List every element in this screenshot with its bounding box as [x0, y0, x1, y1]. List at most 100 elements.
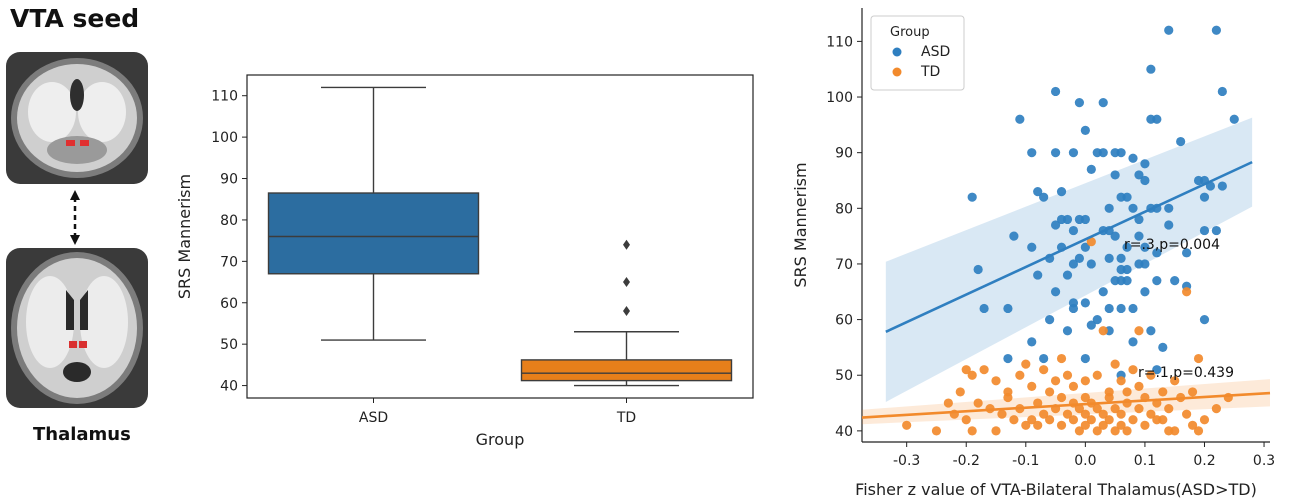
scatter-point-td — [1134, 326, 1144, 336]
scatter-point-asd — [1158, 342, 1168, 353]
legend-label-asd: ASD — [921, 44, 950, 60]
y-tick-label: 110 — [211, 89, 238, 105]
scatter-point-asd — [1086, 164, 1096, 174]
scatter-point-asd — [1140, 242, 1150, 252]
scatter-point-td — [1056, 392, 1067, 403]
scatter-point-asd — [1176, 136, 1186, 147]
scatter-point-asd — [1140, 175, 1150, 186]
legend-marker-td — [892, 67, 902, 77]
scatter-point-asd — [1086, 320, 1096, 330]
boxplot-chart: 40 50 60 70 80 90 100 110 ASD TD Group SRS Manneris… — [175, 74, 754, 449]
scatter-point-td — [1110, 426, 1120, 436]
scatter-point-td — [1187, 420, 1198, 430]
box-outlier-point — [623, 277, 630, 288]
x-tick-label: TD — [616, 410, 636, 426]
scatter-point-td — [967, 370, 977, 380]
x-tick-label: 0.0 — [1074, 453, 1096, 469]
scatter-point-td — [991, 426, 1001, 436]
box-outlier-point — [623, 239, 630, 250]
scatter-point-asd — [1009, 231, 1019, 241]
scatter-point-td — [1086, 415, 1096, 425]
scatter-point-asd — [1110, 170, 1120, 180]
y-tick-label: 100 — [211, 130, 238, 146]
scatter-point-asd — [1027, 242, 1037, 252]
scatter-point-td — [991, 376, 1001, 386]
scatter-point-td — [1116, 420, 1126, 430]
scatter-point-asd — [1164, 25, 1174, 35]
td-stat-annotation: r=.1,p=0.439 — [1138, 365, 1234, 381]
scatter-point-asd — [1152, 248, 1162, 258]
scatter-point-asd — [1104, 253, 1114, 263]
x-tick-label: 0.1 — [1134, 453, 1156, 469]
scatter-point-td — [1062, 370, 1073, 380]
scatter-point-td — [1098, 326, 1108, 336]
scatter-point-asd — [1098, 148, 1108, 158]
scatter-point-asd — [1140, 259, 1150, 269]
y-tick-label: 70 — [835, 257, 853, 273]
scatter-point-td — [1033, 420, 1043, 430]
scatter-point-asd — [1098, 97, 1108, 108]
scatter-point-td — [1080, 409, 1090, 419]
scatter-point-asd — [1068, 148, 1079, 158]
brain-coronal-image — [6, 52, 148, 184]
scatter-point-td — [943, 398, 953, 408]
scatter-point-td — [1009, 415, 1019, 425]
scatter-point-td — [1033, 398, 1043, 408]
scatter-point-td — [1092, 426, 1102, 436]
scatter-point-td — [1068, 381, 1079, 391]
y-tick-label: 60 — [220, 296, 238, 312]
scatter-point-td — [1170, 376, 1180, 386]
scatter-point-td — [1116, 409, 1126, 419]
scatter-point-asd — [1080, 298, 1090, 308]
scatter-point-td — [1039, 365, 1049, 375]
scatter-point-asd — [1140, 287, 1150, 297]
y-tick-label: 100 — [826, 90, 853, 106]
scatter-point-asd — [1050, 287, 1061, 297]
x-tick-label: 0.3 — [1253, 453, 1275, 469]
scatter-point-asd — [1027, 148, 1037, 158]
scatter-point-td — [1021, 420, 1031, 430]
scatter-point-asd — [1122, 242, 1132, 252]
scatter-point-td — [1182, 287, 1192, 297]
x-axis-label: Group — [476, 430, 525, 449]
scatter-point-asd — [1116, 148, 1126, 158]
scatter-point-asd — [1074, 253, 1085, 263]
scatter-point-td — [961, 415, 971, 425]
scatter-point-asd — [1152, 276, 1162, 286]
scatter-point-td — [973, 398, 983, 408]
scatter-point-td — [1027, 415, 1037, 425]
scatter-point-asd — [1074, 97, 1085, 108]
x-tick-label: -0.1 — [1012, 453, 1039, 469]
scatter-point-asd — [1199, 192, 1210, 202]
scatter-point-td — [1021, 359, 1031, 369]
scatter-point-asd — [1217, 86, 1227, 97]
scatter-point-asd — [1182, 248, 1192, 258]
scatter-point-td — [1068, 415, 1079, 425]
scatter-point-td — [1098, 409, 1108, 419]
box-asd — [267, 192, 480, 275]
y-tick-label: 80 — [835, 201, 853, 217]
scatter-point-asd — [1068, 259, 1079, 269]
scatter-point-asd — [1104, 303, 1114, 314]
scatter-point-td — [1080, 376, 1090, 386]
scatter-point-td — [1193, 426, 1204, 436]
x-tick-label: ASD — [359, 410, 388, 426]
scatter-point-asd — [979, 303, 989, 314]
scatter-point-asd — [1211, 25, 1221, 35]
scatter-point-td — [1187, 387, 1198, 397]
scatter-point-asd — [1164, 203, 1174, 213]
y-tick-label: 70 — [220, 254, 238, 270]
vta-seed-title: VTA seed — [10, 4, 140, 33]
legend-title: Group — [890, 25, 930, 40]
confidence-band-asd — [885, 117, 1253, 402]
y-axis-label: SRS Mannerism — [175, 174, 194, 299]
scatter-point-td — [1080, 420, 1090, 430]
scatter-point-asd — [1062, 326, 1073, 336]
scatter-point-asd — [1039, 192, 1049, 202]
scatter-point-td — [931, 426, 942, 436]
scatter-point-asd — [1116, 303, 1126, 314]
scatter-point-td — [1193, 353, 1204, 364]
scatter-point-asd — [1062, 270, 1073, 280]
scatter-point-td — [1110, 404, 1120, 414]
